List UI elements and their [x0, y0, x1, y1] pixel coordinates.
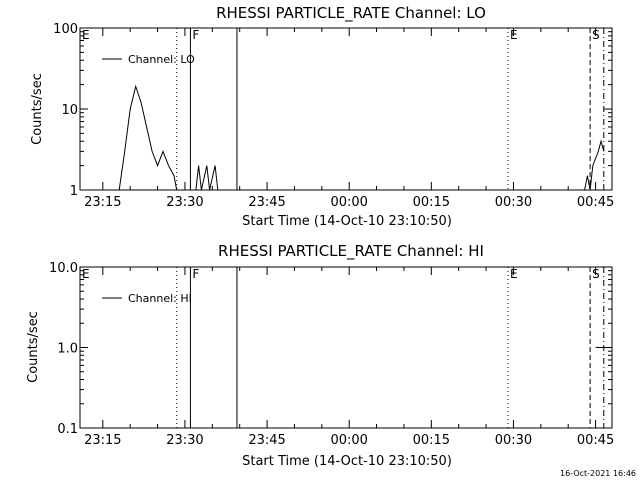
flag-label: E — [510, 28, 518, 42]
y-axis-label: Counts/sec — [26, 311, 41, 383]
flag-label: F — [192, 28, 199, 42]
chart-hi: RHESSI PARTICLE_RATE Channel: HI Start T… — [26, 242, 614, 469]
x-tick-label: 23:30 — [166, 195, 203, 210]
y-axis-label: Counts/sec — [30, 73, 45, 145]
chart-title: RHESSI PARTICLE_RATE Channel: HI — [218, 242, 484, 261]
x-tick-label: 00:15 — [413, 433, 450, 448]
flag-label: E — [82, 28, 90, 42]
series-line — [584, 139, 605, 191]
x-tick-label: 23:15 — [84, 433, 121, 448]
x-tick-label: 00:45 — [577, 195, 614, 210]
x-tick-label: 23:45 — [248, 195, 285, 210]
y-tick-label: 100 — [53, 22, 78, 37]
x-axis-label: Start Time (14-Oct-10 23:10:50) — [242, 454, 452, 469]
footer-timestamp: 16-Oct-2021 16:46 — [560, 469, 636, 478]
series-line — [195, 165, 219, 191]
flag-label: E — [510, 267, 518, 281]
x-tick-label: 00:45 — [577, 433, 614, 448]
x-tick-label: 00:00 — [330, 433, 367, 448]
flag-label: S — [592, 28, 600, 42]
x-tick-label: 00:30 — [495, 195, 532, 210]
chart-title: RHESSI PARTICLE_RATE Channel: LO — [216, 4, 486, 23]
x-tick-label: 00:30 — [495, 433, 532, 448]
legend-label: Channel: LO — [128, 53, 195, 66]
y-tick-label: 0.1 — [57, 422, 78, 437]
flag-label: S — [592, 267, 600, 281]
y-tick-label: 1 — [70, 184, 78, 199]
y-tick-label: 10.0 — [49, 261, 78, 276]
x-tick-label: 23:45 — [248, 433, 285, 448]
y-tick-label: 10 — [61, 103, 78, 118]
legend-label: Channel: HI — [128, 292, 192, 305]
chart-lo: RHESSI PARTICLE_RATE Channel: LO Start T… — [30, 4, 614, 229]
flag-label: E — [82, 267, 90, 281]
x-axis-label: Start Time (14-Oct-10 23:10:50) — [242, 214, 452, 229]
x-tick-label: 00:15 — [413, 195, 450, 210]
x-tick-label: 00:00 — [330, 195, 367, 210]
x-tick-label: 23:30 — [166, 433, 203, 448]
y-tick-label: 1.0 — [57, 342, 78, 357]
flag-label: F — [192, 267, 199, 281]
x-tick-label: 23:15 — [84, 195, 121, 210]
series-line — [118, 84, 178, 191]
